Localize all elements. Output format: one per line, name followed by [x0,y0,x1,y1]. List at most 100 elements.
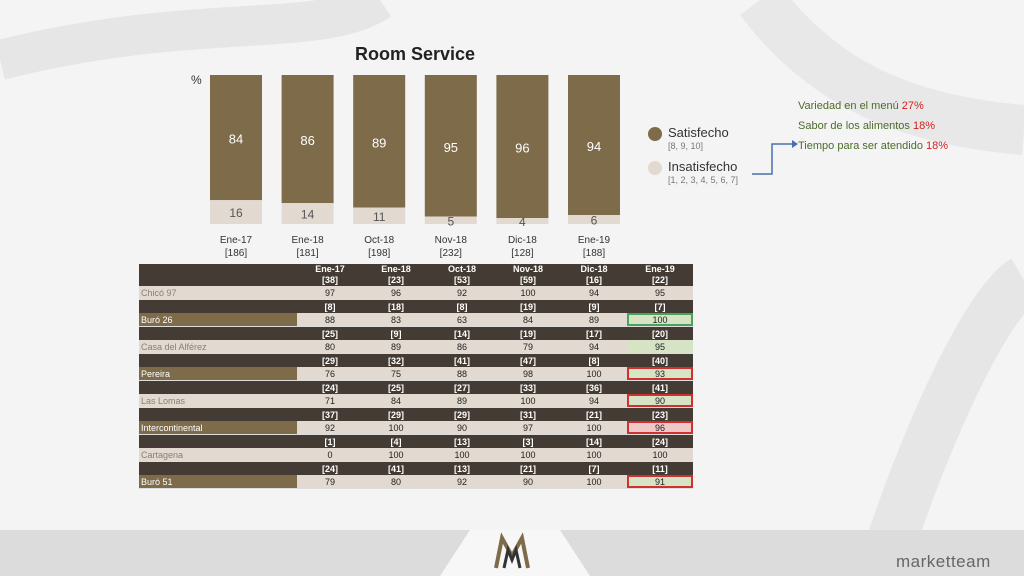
table-row: Casa del Alférez 80 89 86 79 94 95 [139,340,693,354]
data-label-unsatisfied: 5 [447,214,454,228]
count-cell: [24] [627,435,693,448]
column-header: Nov-18 [59] [495,264,561,286]
row-label-spacer [139,462,297,475]
count-cell: [1] [297,435,363,448]
value-cell: 100 [561,367,627,381]
row-label-spacer [139,354,297,367]
x-tick-label: Dic-18 [508,235,537,246]
legend-swatch-unsatisfied [648,161,662,175]
count-cell: [4] [363,435,429,448]
count-cell: [29] [363,408,429,421]
count-cell: [47] [495,354,561,367]
count-cell: [19] [495,327,561,340]
data-label-satisfied: 84 [229,132,243,147]
row-label-spacer [139,408,297,421]
value-cell: 79 [297,475,363,489]
value-cell: 80 [297,340,363,354]
count-cell: [7] [627,300,693,313]
bar-unsatisfied [353,207,406,224]
legend-item-unsatisfied: Insatisfecho [1, 2, 3, 4, 5, 6, 7] [648,159,738,193]
count-cell: [21] [561,408,627,421]
value-cell: 88 [429,367,495,381]
legend-swatch-satisfied [648,127,662,141]
y-axis-unit-label: % [191,73,202,87]
column-header: Ene-17 [38] [297,264,363,286]
value-cell: 94 [561,394,627,408]
table-row-counts: [29] [32] [41] [47] [8] [40] [139,354,693,367]
table-header-row: Ene-17 [38] Ene-18 [23] Oct-18 [53] Nov-18 [59]… [139,264,693,286]
x-tick-label: Ene-18 [291,235,324,246]
value-cell: 63 [429,313,495,327]
bar-unsatisfied [281,203,334,224]
value-cell: 80 [363,475,429,489]
count-cell: [31] [495,408,561,421]
data-label-unsatisfied: 11 [373,210,386,224]
reason-item: Sabor de los alimentos 18% [798,120,935,132]
value-cell: 100 [561,421,627,435]
reason-item: Variedad en el menú 27% [798,100,924,112]
value-cell: 90 [495,475,561,489]
unsatisfied-reasons: Variedad en el menú 27% Sabor de los ali… [798,96,948,156]
x-tick-count: [232] [440,248,462,259]
row-label: Pereira [139,367,297,381]
value-cell: 94 [561,286,627,300]
count-cell: [14] [561,435,627,448]
row-label-spacer [139,381,297,394]
table-row: Intercontinental 92 100 90 97 100 96 [139,421,693,435]
value-cell: 100 [561,475,627,489]
table-row-counts: [8] [18] [8] [19] [9] [7] [139,300,693,313]
x-tick-count: [128] [511,248,533,259]
data-label-satisfied: 96 [515,141,529,156]
value-cell: 95 [627,286,693,300]
x-tick-count: [188] [583,248,605,259]
value-cell: 83 [363,313,429,327]
table-row: Buró 51 79 80 92 90 100 91 [139,475,693,489]
count-cell: [21] [495,462,561,475]
value-cell: 100 [627,448,693,462]
data-label-unsatisfied: 6 [591,214,598,228]
value-cell: 100 [363,421,429,435]
value-cell: 89 [363,340,429,354]
count-cell: [20] [627,327,693,340]
row-label: Cartagena [139,448,297,462]
value-cell: 94 [561,340,627,354]
legend-label-satisfied: Satisfecho [668,125,729,140]
count-cell: [37] [297,408,363,421]
table-row: Las Lomas 71 84 89 100 94 90 [139,394,693,408]
bar-unsatisfied [496,218,549,224]
count-cell: [29] [429,408,495,421]
x-tick-label: Nov-18 [435,235,468,246]
table-row-counts: [24] [41] [13] [21] [7] [11] [139,462,693,475]
row-label: Casa del Alférez [139,340,297,354]
row-label-spacer [139,435,297,448]
value-cell: 100 [495,448,561,462]
value-cell: 97 [495,421,561,435]
table-row: Chicó 97 97 96 92 100 94 95 [139,286,693,300]
table-row-counts: [37] [29] [29] [31] [21] [23] [139,408,693,421]
data-label-satisfied: 89 [372,135,386,150]
data-label-satisfied: 94 [587,139,601,154]
x-tick-label: Oct-18 [364,235,394,246]
value-cell: 88 [297,313,363,327]
header-corner [139,264,297,286]
bar-unsatisfied [424,216,477,224]
value-cell: 100 [363,448,429,462]
value-cell: 84 [363,394,429,408]
value-cell: 96 [363,286,429,300]
count-cell: [41] [627,381,693,394]
count-cell: [18] [363,300,429,313]
count-cell: [17] [561,327,627,340]
value-cell: 84 [495,313,561,327]
bar-satisfied [210,75,262,201]
chart-title: Room Service [354,44,476,64]
bar-unsatisfied [568,215,620,224]
value-cell: 75 [363,367,429,381]
column-header: Dic-18 [16] [561,264,627,286]
x-tick-count: [198] [368,248,390,259]
count-cell: [3] [495,435,561,448]
row-label-spacer [139,300,297,313]
data-label-satisfied: 86 [300,133,314,148]
value-cell: 92 [297,421,363,435]
bar-satisfied [496,75,549,219]
data-label-satisfied: 95 [444,140,458,155]
